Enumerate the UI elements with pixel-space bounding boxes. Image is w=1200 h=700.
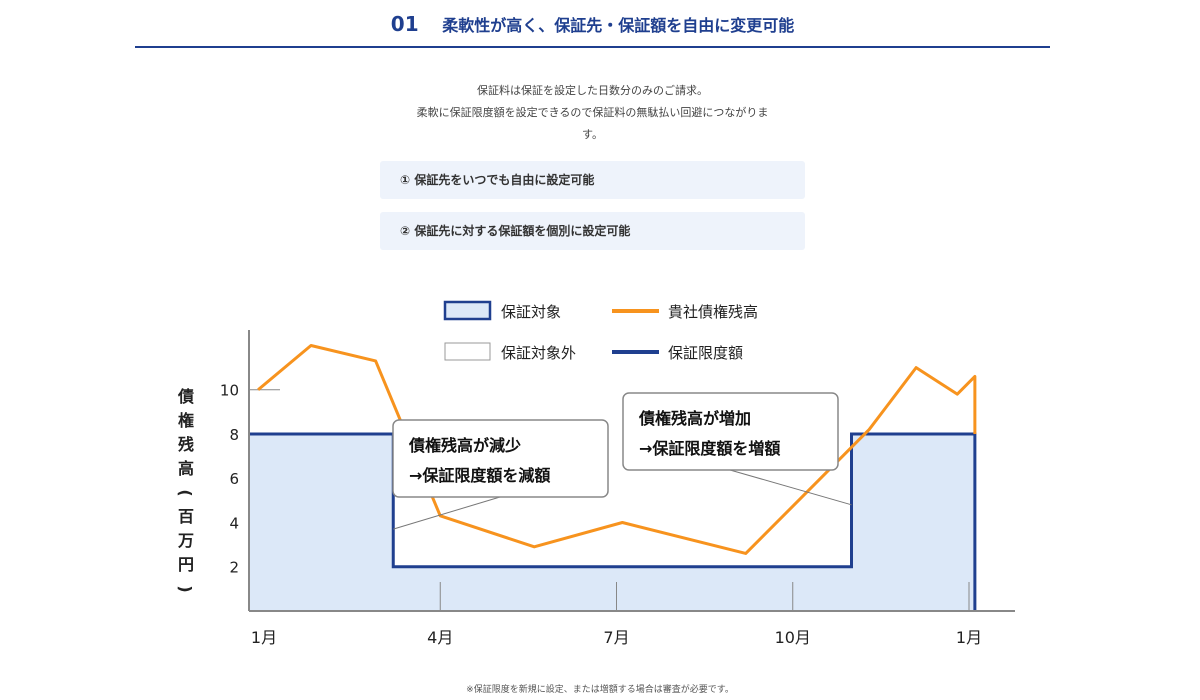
annotation-box-2 <box>622 392 839 471</box>
y-axis-label-char: 円 <box>178 555 194 574</box>
y-axis-label-char: 残 <box>178 435 194 454</box>
y-axis-label-char: 百 <box>178 507 194 526</box>
legend-symbol-non-target <box>444 342 491 361</box>
section-header: 01 柔軟性が高く、保証先・保証額を自由に変更可能 <box>135 0 1050 48</box>
intro-line-2: 柔軟に保証限度額を設定できるので保証料の無駄払い回避につながりま <box>416 106 769 119</box>
footnote: ※保証限度を新規に設定、または増額する場合は審査が必要です。 <box>466 685 734 695</box>
series-balance-line <box>257 343 977 555</box>
y-tick-label-6: 6 <box>229 470 239 488</box>
annotation-line2-1: →保証限度額を減額 <box>409 466 550 485</box>
x-tick-label-2: 7月 <box>603 628 629 647</box>
legend-label-0: 保証対象 <box>501 303 561 321</box>
section-number: 01 <box>390 12 419 36</box>
legend-label-3: 保証限度額 <box>668 344 743 362</box>
legend-label-1: 貴社債権残高 <box>668 303 758 321</box>
y-axis-label-char: ( <box>176 489 195 496</box>
legend-label-2: 保証対象外 <box>501 344 576 362</box>
y-axis-label-char: 権 <box>178 411 194 430</box>
y-tick-label-2: 2 <box>229 559 239 577</box>
x-tick-label-3: 10月 <box>775 628 811 647</box>
section-title: 柔軟性が高く、保証先・保証額を自由に変更可能 <box>442 16 795 35</box>
annotation-line1-1: 債権残高が減少 <box>408 436 521 455</box>
series-guarantee-limit-line <box>249 432 977 611</box>
guarantee-area <box>249 433 975 611</box>
x-tick-label-0: 1月 <box>251 628 277 647</box>
annotation-line1-2: 債権残高が増加 <box>638 409 751 428</box>
x-tick-label-1: 4月 <box>427 628 453 647</box>
y-axis-label-char: 債 <box>177 387 194 406</box>
y-axis-label-char: 万 <box>177 531 194 550</box>
intro-line-3: す。 <box>582 128 603 141</box>
header-inner: 01 柔軟性が高く、保証先・保証額を自由に変更可能 <box>135 12 1050 36</box>
intro-text: 保証料は保証を設定した日数分のみのご請求。 柔軟に保証限度額を設定できるので保証… <box>380 80 805 146</box>
annotation-leader-2 <box>729 469 852 506</box>
x-tick-label-4: 1月 <box>956 628 982 647</box>
legend-symbol-guarantee-target <box>443 300 492 321</box>
y-tick-label-10: 10 <box>220 382 239 400</box>
y-axis-label-char: 高 <box>178 459 194 478</box>
annotation-line2-2: →保証限度額を増額 <box>639 439 780 458</box>
feature-item-2: ② 保証先に対する保証額を個別に設定可能 <box>380 212 805 250</box>
y-tick-label-4: 4 <box>229 514 239 532</box>
feature-item-1: ① 保証先をいつでも自由に設定可能 <box>380 161 805 199</box>
y-tick-label-8: 8 <box>229 426 239 444</box>
y-axis-label-char: ) <box>176 585 195 592</box>
annotation-leader-1 <box>393 496 501 530</box>
intro-line-1: 保証料は保証を設定した日数分のみのご請求。 <box>477 84 708 97</box>
annotation-box-1 <box>392 419 609 498</box>
